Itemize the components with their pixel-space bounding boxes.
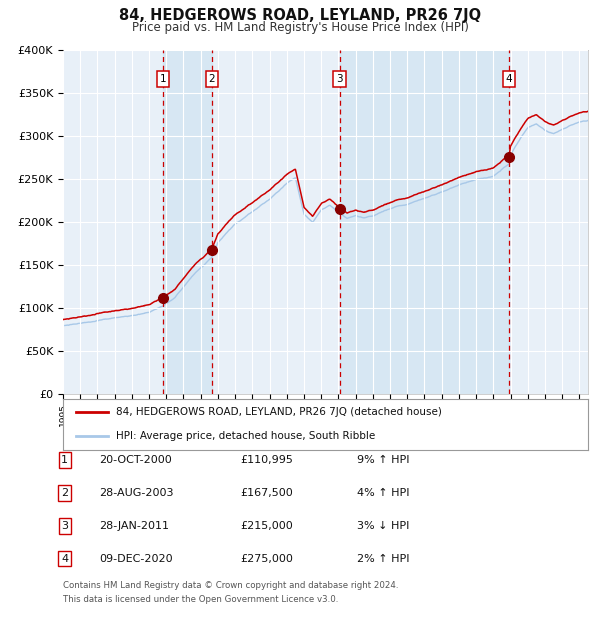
Text: 9% ↑ HPI: 9% ↑ HPI xyxy=(357,455,409,465)
Text: 84, HEDGEROWS ROAD, LEYLAND, PR26 7JQ: 84, HEDGEROWS ROAD, LEYLAND, PR26 7JQ xyxy=(119,7,481,23)
Text: £215,000: £215,000 xyxy=(240,521,293,531)
Text: 1: 1 xyxy=(61,455,68,465)
Text: 4: 4 xyxy=(506,74,512,84)
Text: 3: 3 xyxy=(61,521,68,531)
Bar xyxy=(163,50,212,394)
Text: £110,995: £110,995 xyxy=(240,455,293,465)
Text: 3: 3 xyxy=(337,74,343,84)
Text: HPI: Average price, detached house, South Ribble: HPI: Average price, detached house, Sout… xyxy=(115,431,375,441)
Text: Price paid vs. HM Land Registry's House Price Index (HPI): Price paid vs. HM Land Registry's House … xyxy=(131,20,469,33)
Text: £167,500: £167,500 xyxy=(240,488,293,498)
Text: Contains HM Land Registry data © Crown copyright and database right 2024.: Contains HM Land Registry data © Crown c… xyxy=(63,581,398,590)
Text: 2% ↑ HPI: 2% ↑ HPI xyxy=(357,554,409,564)
Text: 84, HEDGEROWS ROAD, LEYLAND, PR26 7JQ (detached house): 84, HEDGEROWS ROAD, LEYLAND, PR26 7JQ (d… xyxy=(115,407,442,417)
Text: 4% ↑ HPI: 4% ↑ HPI xyxy=(357,488,409,498)
Text: 28-JAN-2011: 28-JAN-2011 xyxy=(99,521,169,531)
Text: £275,000: £275,000 xyxy=(240,554,293,564)
Bar xyxy=(340,50,509,394)
Text: 20-OCT-2000: 20-OCT-2000 xyxy=(99,455,172,465)
Text: 4: 4 xyxy=(61,554,68,564)
Text: 2: 2 xyxy=(209,74,215,84)
Text: 2: 2 xyxy=(61,488,68,498)
Text: 3% ↓ HPI: 3% ↓ HPI xyxy=(357,521,409,531)
Text: 1: 1 xyxy=(160,74,166,84)
Text: 28-AUG-2003: 28-AUG-2003 xyxy=(99,488,173,498)
Text: 09-DEC-2020: 09-DEC-2020 xyxy=(99,554,173,564)
Text: This data is licensed under the Open Government Licence v3.0.: This data is licensed under the Open Gov… xyxy=(63,595,338,604)
